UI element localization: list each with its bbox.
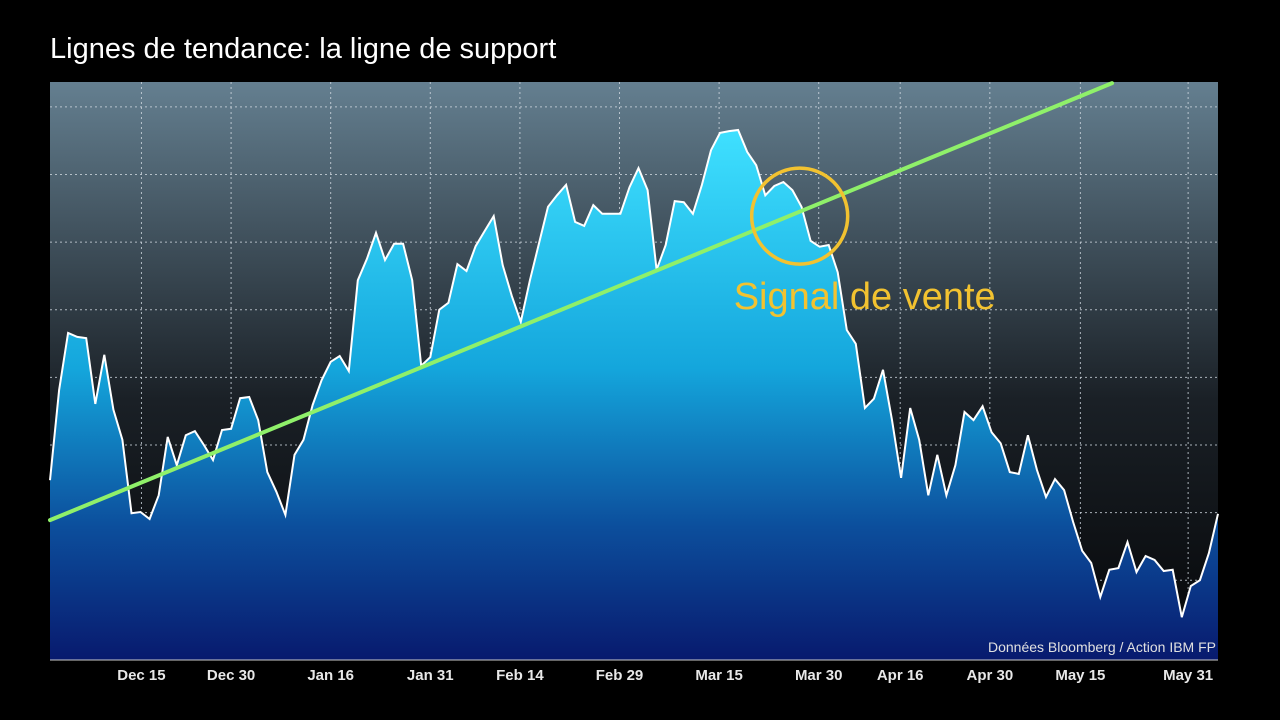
x-tick-label: Apr 16	[877, 667, 924, 684]
chart-title: Lignes de tendance: la ligne de support	[50, 33, 556, 65]
x-tick-label: Dec 15	[117, 667, 165, 684]
x-tick-label: Feb 29	[596, 667, 644, 684]
x-tick-label: Apr 30	[966, 667, 1013, 684]
source-note: Données Bloomberg / Action IBM FP	[988, 639, 1216, 655]
line	[49, 128, 1219, 618]
x-tick-label: Jan 31	[407, 667, 454, 684]
x-tick-label: Mar 15	[695, 667, 743, 684]
x-tick-label: Mar 30	[795, 667, 843, 684]
x-tick-label: Jan 16	[307, 667, 354, 684]
annotation-text: Signal de vente	[734, 276, 996, 318]
x-tick-label: Dec 30	[207, 667, 255, 684]
x-tick-label: May 15	[1055, 667, 1105, 684]
area	[50, 130, 1218, 660]
annotation-circle	[749, 166, 850, 266]
trend-line	[48, 81, 1115, 523]
x-tick-label: Feb 14	[496, 667, 544, 684]
x-tick-label: May 31	[1163, 667, 1213, 684]
